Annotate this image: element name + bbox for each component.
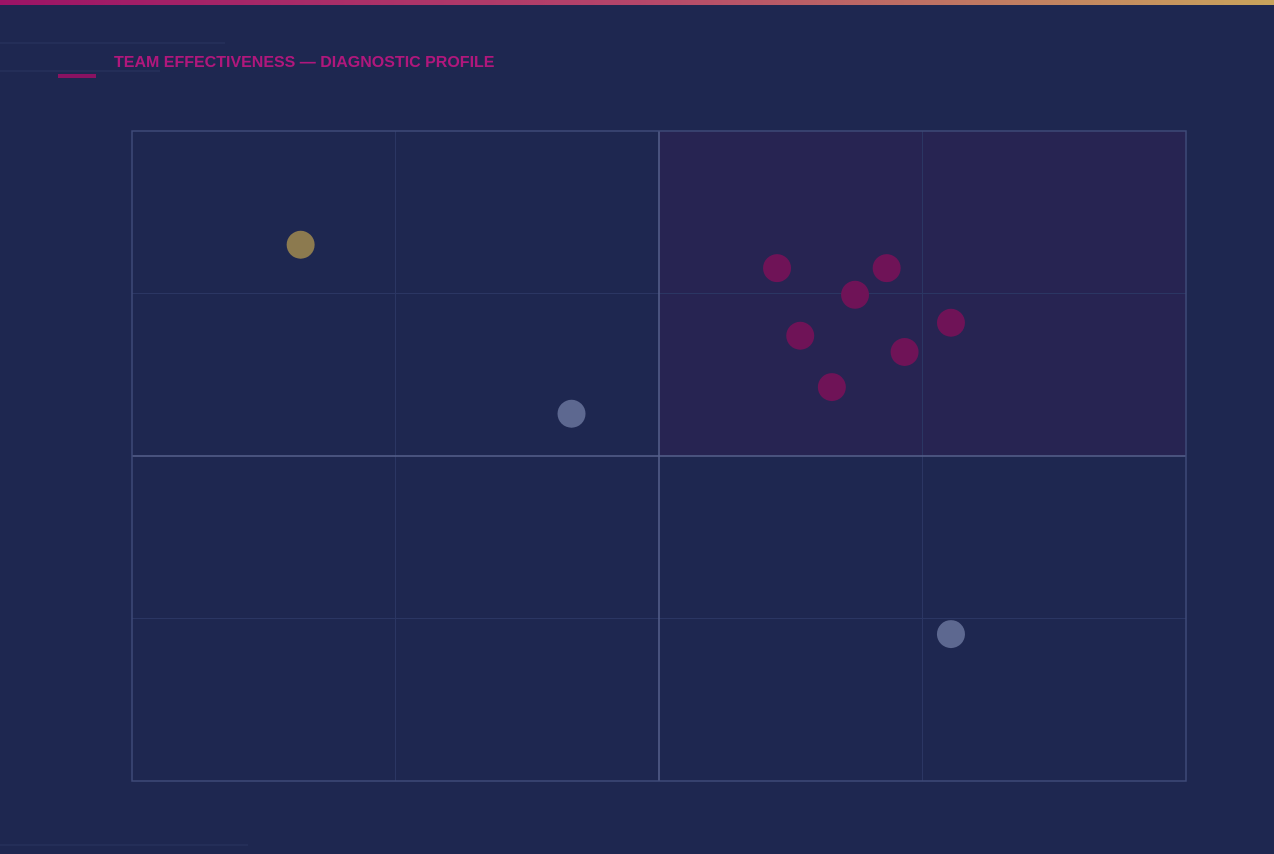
data-point (936, 308, 965, 337)
data-point (841, 280, 870, 309)
plot-area (131, 130, 1187, 782)
data-point (817, 373, 846, 402)
chart-title: TEAM EFFECTIVENESS — DIAGNOSTIC PROFILE (114, 54, 495, 71)
data-point (890, 338, 919, 366)
data-point (872, 254, 901, 283)
data-point (286, 230, 315, 259)
data-point (557, 399, 586, 428)
data-point (936, 620, 965, 649)
data-point (763, 254, 792, 283)
title-accent (58, 74, 96, 78)
data-point (786, 321, 815, 350)
top-bar (0, 0, 1274, 5)
plot-frame (131, 130, 1187, 782)
